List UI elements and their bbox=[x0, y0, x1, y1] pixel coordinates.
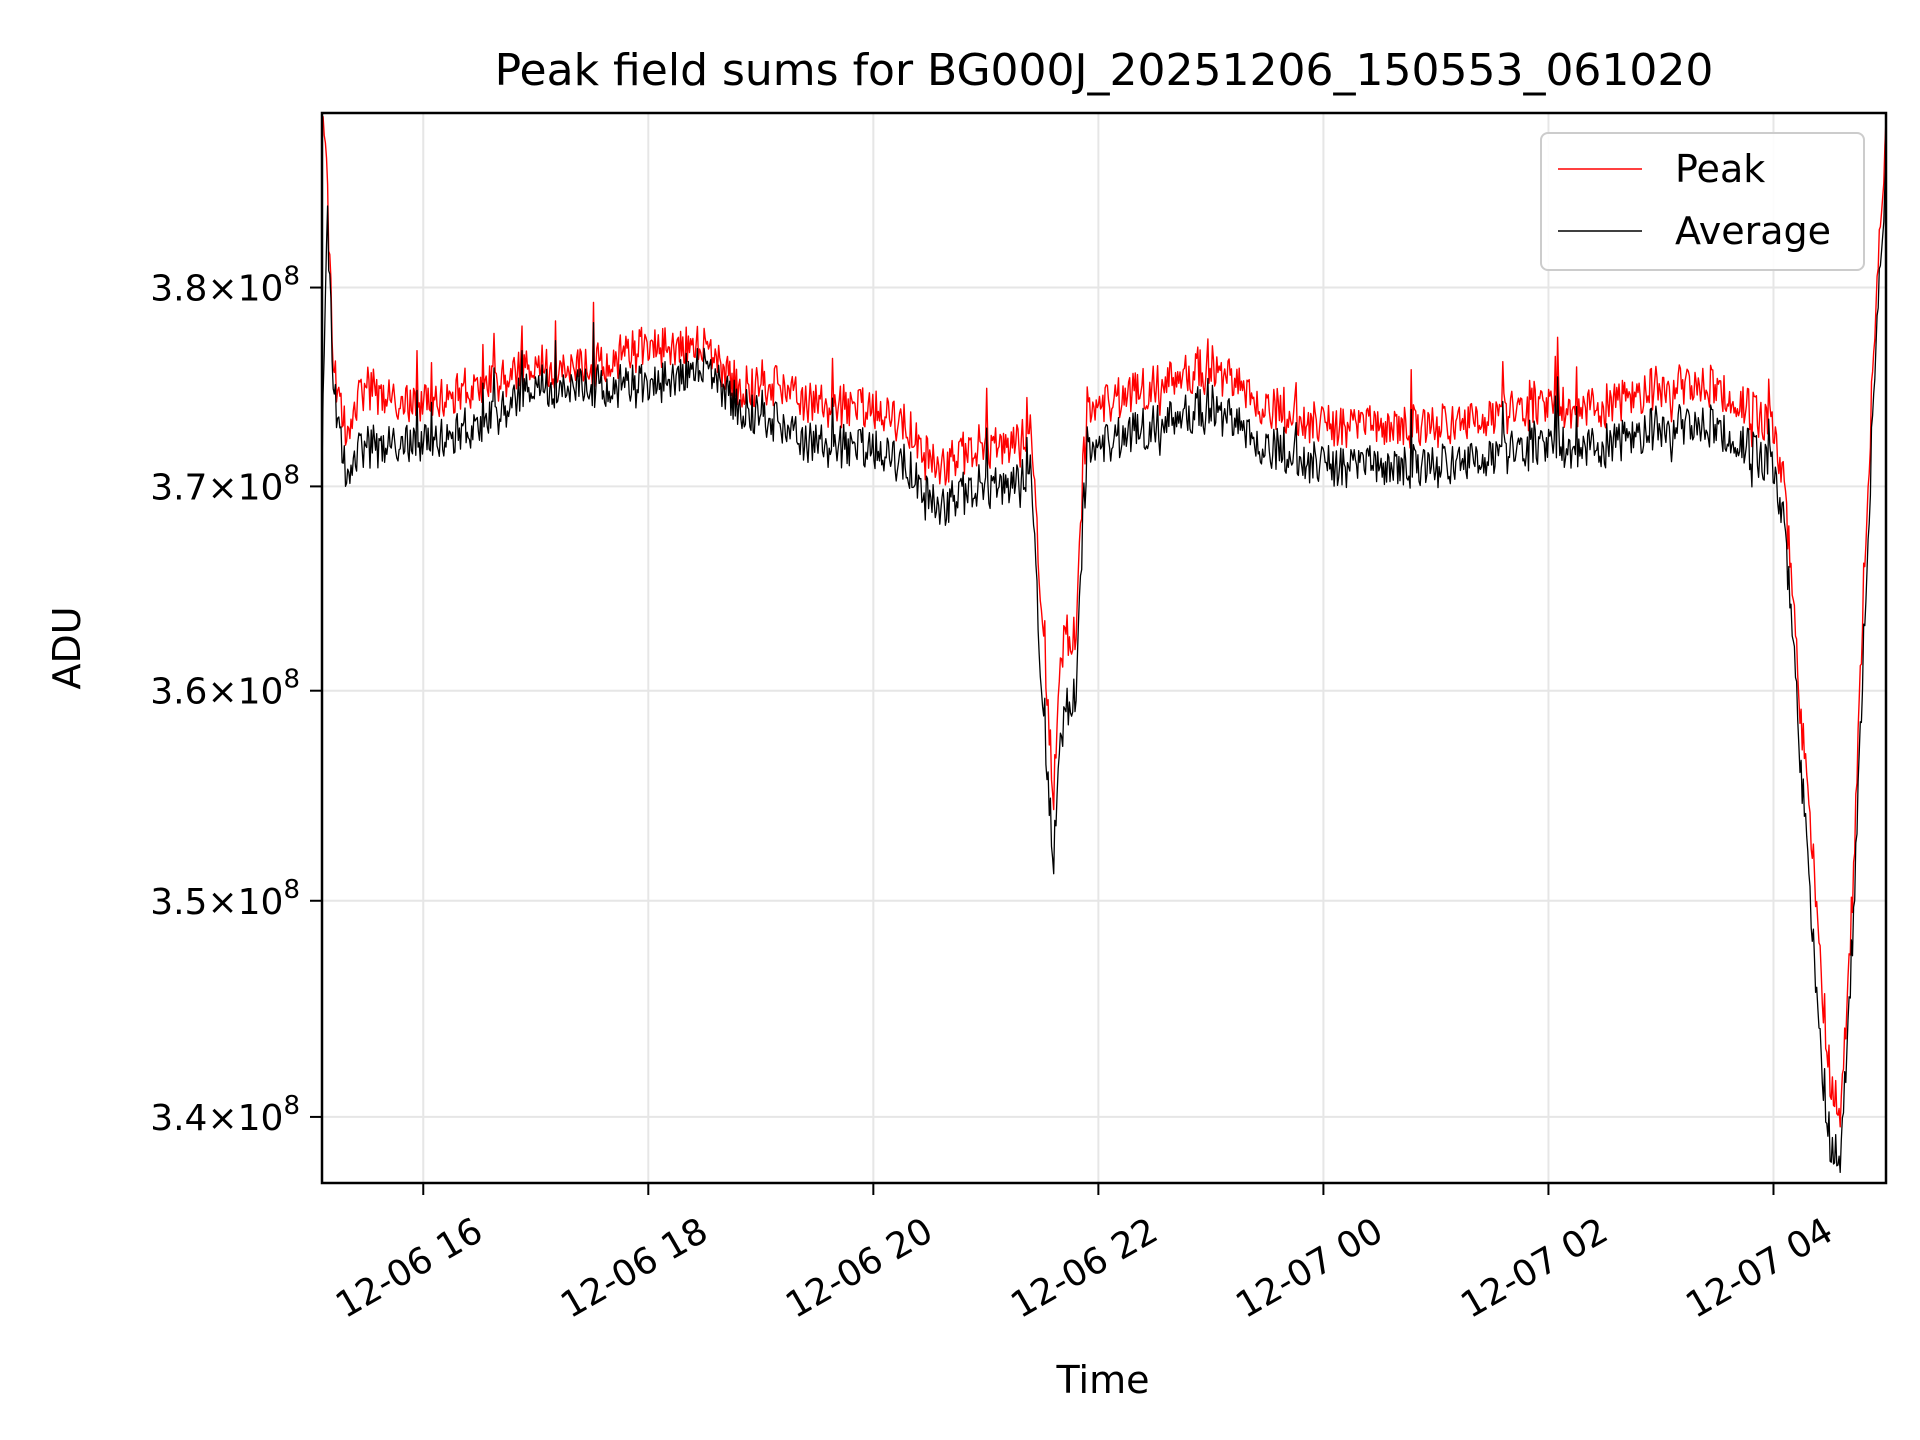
x-axis-label: Time bbox=[1056, 1358, 1150, 1402]
plot-frame bbox=[320, 111, 1888, 1185]
y-tick-exponent: 8 bbox=[283, 262, 300, 292]
y-tick-mantissa: 3.4 bbox=[150, 1098, 207, 1139]
y-tick-times: ×10 bbox=[207, 467, 283, 508]
y-tick-label: 3.6×108 bbox=[150, 665, 300, 713]
y-axis-label: ADU bbox=[45, 606, 89, 689]
y-tick-label: 3.4×108 bbox=[150, 1091, 300, 1139]
y-tick-mantissa: 3.5 bbox=[150, 882, 207, 923]
y-tick-label: 3.8×108 bbox=[150, 262, 300, 310]
y-tick-mantissa: 3.8 bbox=[150, 269, 207, 310]
y-tick-exponent: 8 bbox=[283, 875, 300, 905]
y-tick-exponent: 8 bbox=[283, 665, 300, 695]
legend-box bbox=[1540, 132, 1865, 271]
legend-average-label: Average bbox=[1675, 209, 1831, 253]
y-tick-times: ×10 bbox=[207, 882, 283, 923]
y-tick-mantissa: 3.7 bbox=[150, 467, 207, 508]
y-tick-label: 3.5×108 bbox=[150, 875, 300, 923]
series-layer bbox=[321, 115, 1887, 1174]
y-tick-mantissa: 3.6 bbox=[150, 672, 207, 713]
y-tick-times: ×10 bbox=[207, 672, 283, 713]
series-line-peak bbox=[321, 115, 1887, 1128]
legend: Peak Average bbox=[1540, 132, 1865, 271]
y-tick-times: ×10 bbox=[207, 269, 283, 310]
y-tick-exponent: 8 bbox=[283, 1091, 300, 1121]
legend-peak-label: Peak bbox=[1675, 147, 1765, 191]
y-tick-exponent: 8 bbox=[283, 460, 300, 490]
grid bbox=[322, 113, 1886, 1183]
y-tick-label: 3.7×108 bbox=[150, 460, 300, 508]
series-line-average bbox=[321, 158, 1887, 1174]
y-tick-times: ×10 bbox=[207, 1098, 283, 1139]
chart-title: Peak field sums for BG000J_20251206_1505… bbox=[495, 45, 1714, 96]
